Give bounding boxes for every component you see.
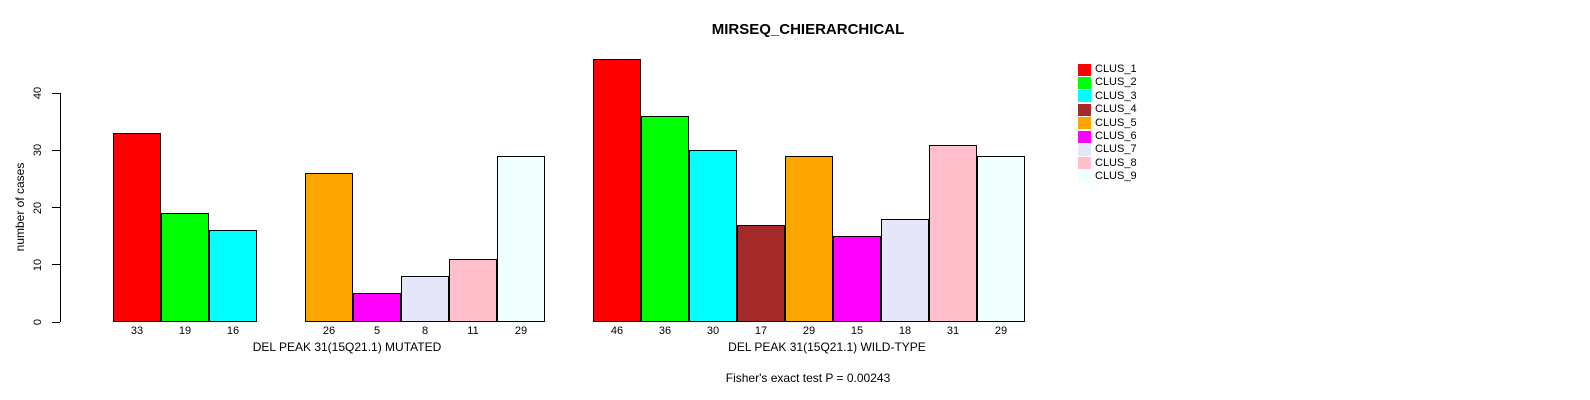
legend-label: CLUS_1 <box>1095 63 1137 75</box>
bar-clus_2 <box>161 213 209 322</box>
legend-swatch <box>1078 77 1091 90</box>
bar-clus_6 <box>353 293 401 322</box>
legend-swatch <box>1078 90 1091 103</box>
y-tick-mark <box>52 92 60 94</box>
y-tick-mark <box>52 149 60 151</box>
bar-value-label: 33 <box>130 325 144 337</box>
bar-value-label: 31 <box>946 325 960 337</box>
bar-clus_6 <box>833 236 881 322</box>
bar-value-label: 8 <box>421 325 429 337</box>
bar-value-label: 17 <box>754 325 768 337</box>
bar-value-label: 30 <box>706 325 720 337</box>
y-tick-label: 30 <box>32 144 44 157</box>
y-axis-line <box>60 93 61 322</box>
bar-value-label: 19 <box>178 325 192 337</box>
y-tick-label: 40 <box>32 86 44 100</box>
bar-clus_9 <box>977 155 1025 322</box>
bar-clus_1 <box>593 58 641 322</box>
bar-clus_9 <box>497 155 545 322</box>
bar-value-label: 29 <box>994 325 1008 337</box>
legend-swatch <box>1078 157 1091 170</box>
bar-clus_7 <box>881 218 929 322</box>
bar-clus_3 <box>689 150 737 322</box>
y-tick-mark <box>52 207 60 208</box>
bar-value-label: 18 <box>898 325 912 337</box>
y-tick-label: 20 <box>32 201 44 214</box>
legend-item-clus_2: CLUS_2 <box>1078 76 1137 90</box>
bar-value-label: 11 <box>467 325 479 337</box>
legend: CLUS_1 CLUS_2 CLUS_3 CLUS_4 CLUS_5 CLUS_6 CLUS… <box>1078 63 1137 184</box>
bar-clus_2 <box>641 115 689 322</box>
legend-item-clus_9: CLUS_9 <box>1078 170 1137 183</box>
bar-value-label: 5 <box>373 325 381 337</box>
legend-swatch <box>1078 144 1091 157</box>
legend-swatch <box>1078 63 1091 76</box>
legend-swatch <box>1078 170 1091 183</box>
legend-label: CLUS_4 <box>1095 103 1137 116</box>
legend-label: CLUS_5 <box>1095 116 1137 129</box>
legend-label: CLUS_2 <box>1095 76 1137 89</box>
y-tick-label: 0 <box>32 318 44 326</box>
y-tick-mark <box>52 321 60 323</box>
bar-value-label: 16 <box>226 325 240 337</box>
bar-value-label: 26 <box>322 325 336 337</box>
fisher-test-annotation: Fisher's exact test P = 0.00243 <box>725 371 891 385</box>
legend-item-clus_8: CLUS_8 <box>1078 157 1137 170</box>
bar-clus_8 <box>449 259 497 322</box>
bar-value-label: 46 <box>610 325 624 337</box>
legend-label: CLUS_3 <box>1095 89 1137 102</box>
legend-item-clus_4: CLUS_4 <box>1078 103 1137 116</box>
group-axis-label: DEL PEAK 31(15Q21.1) MUTATED <box>252 340 442 354</box>
bar-value-label: 36 <box>658 325 672 337</box>
group-axis-label: DEL PEAK 31(15Q21.1) WILD-TYPE <box>728 340 926 354</box>
bar-clus_8 <box>929 144 977 322</box>
bar-clus_4 <box>737 224 785 322</box>
legend-label: CLUS_9 <box>1095 170 1137 183</box>
legend-item-clus_3: CLUS_3 <box>1078 90 1137 103</box>
chart-title: MIRSEQ_CHIERARCHICAL <box>711 21 905 38</box>
y-tick-label: 10 <box>32 258 44 271</box>
legend-swatch <box>1078 130 1091 143</box>
legend-label: CLUS_8 <box>1095 156 1137 169</box>
bar-clus_1 <box>113 133 161 322</box>
bar-clus_7 <box>401 276 449 322</box>
legend-swatch <box>1078 103 1091 116</box>
y-tick-mark <box>52 264 60 266</box>
bar-clus_5 <box>785 155 833 322</box>
bar-clus_5 <box>305 173 353 322</box>
legend-item-clus_7: CLUS_7 <box>1078 143 1137 157</box>
legend-item-clus_6: CLUS_6 <box>1078 130 1137 143</box>
legend-swatch <box>1078 117 1091 130</box>
legend-label: CLUS_6 <box>1095 129 1137 142</box>
bar-value-label: 15 <box>850 325 864 337</box>
legend-item-clus_5: CLUS_5 <box>1078 117 1137 130</box>
legend-label: CLUS_7 <box>1095 143 1137 156</box>
legend-item-clus_1: CLUS_1 <box>1078 63 1137 76</box>
bar-clus_3 <box>209 230 257 322</box>
bar-value-label: 29 <box>802 325 816 337</box>
bar-value-label: 29 <box>514 325 528 337</box>
y-axis-label: number of cases <box>13 162 27 252</box>
